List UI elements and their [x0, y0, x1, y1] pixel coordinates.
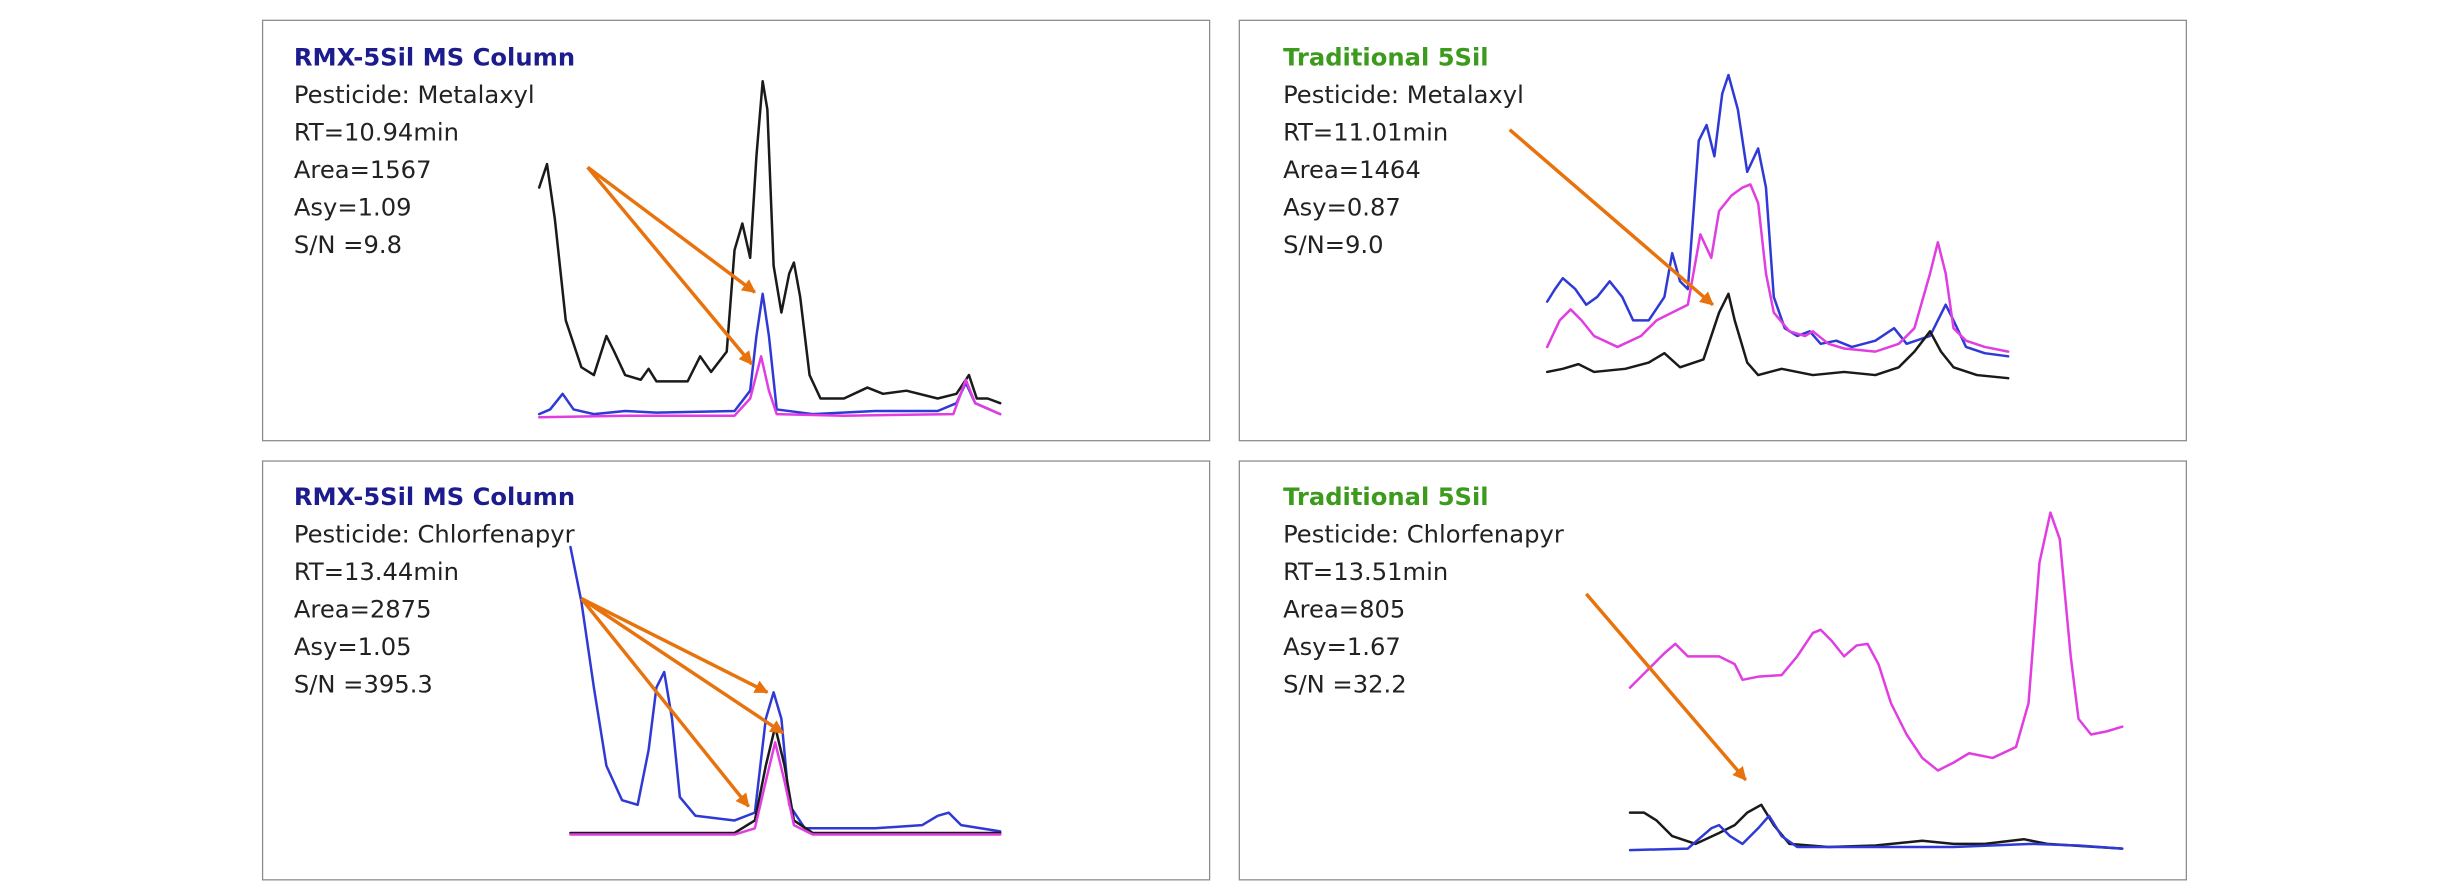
arrow: [586, 166, 754, 366]
info-line: Pesticide: Chlorfenapyr: [1283, 520, 1564, 548]
info-line: S/N =395.3: [294, 670, 433, 698]
trace: [537, 292, 1002, 416]
arrow: [1508, 128, 1714, 307]
arrow: [1584, 592, 1747, 781]
trace: [1545, 183, 2010, 353]
trace: [1545, 292, 2010, 380]
info-line: Area=805: [1283, 595, 1405, 623]
trace: [569, 741, 1002, 836]
info-line: Area=2875: [294, 595, 432, 623]
panel-frame: [261, 460, 1211, 881]
info-line: RT=13.51min: [1283, 558, 1448, 586]
info-line: RT=11.01min: [1283, 119, 1448, 147]
panel-frame: [1238, 19, 2187, 442]
info-line: Area=1464: [1283, 156, 1421, 184]
panel: RMX-5Sil MS Column Pesticide: Metalaxyl …: [261, 19, 1211, 442]
panel: RMX-5Sil MS Column Pesticide: Chlorfenap…: [261, 460, 1211, 881]
trace: [537, 80, 1002, 405]
info-line: Pesticide: Metalaxyl: [294, 81, 535, 109]
panel-title: RMX-5Sil MS Column: [294, 44, 575, 72]
arrow: [580, 597, 785, 735]
arrow: [586, 165, 756, 294]
panel-title: Traditional 5Sil: [1283, 44, 1489, 72]
info-line: S/N =32.2: [1283, 670, 1407, 698]
info-line: Asy=0.87: [1283, 194, 1401, 222]
trace: [1628, 814, 2124, 852]
trace: [537, 355, 1002, 419]
arrow: [580, 597, 750, 808]
panel-frame: [1238, 460, 2187, 881]
panel: Traditional 5Sil Pesticide: Metalaxyl RT…: [1238, 19, 2187, 442]
info-line: S/N=9.0: [1283, 231, 1383, 259]
panel-title: RMX-5Sil MS Column: [294, 483, 575, 511]
panel: Traditional 5Sil Pesticide: Chlorfenapyr…: [1238, 460, 2187, 881]
arrow: [580, 597, 769, 694]
trace: [1628, 511, 2124, 772]
info-line: Asy=1.05: [294, 633, 412, 661]
info-line: Asy=1.09: [294, 194, 412, 222]
info-line: Asy=1.67: [1283, 633, 1401, 661]
info-line: Pesticide: Metalaxyl: [1283, 81, 1524, 109]
trace: [569, 545, 1002, 833]
info-line: Area=1567: [294, 156, 432, 184]
info-line: S/N =9.8: [294, 231, 402, 259]
info-line: RT=10.94min: [294, 119, 459, 147]
info-line: Pesticide: Chlorfenapyr: [294, 520, 575, 548]
panel-frame: [261, 19, 1211, 442]
panel-title: Traditional 5Sil: [1283, 483, 1489, 511]
info-line: RT=13.44min: [294, 558, 459, 586]
